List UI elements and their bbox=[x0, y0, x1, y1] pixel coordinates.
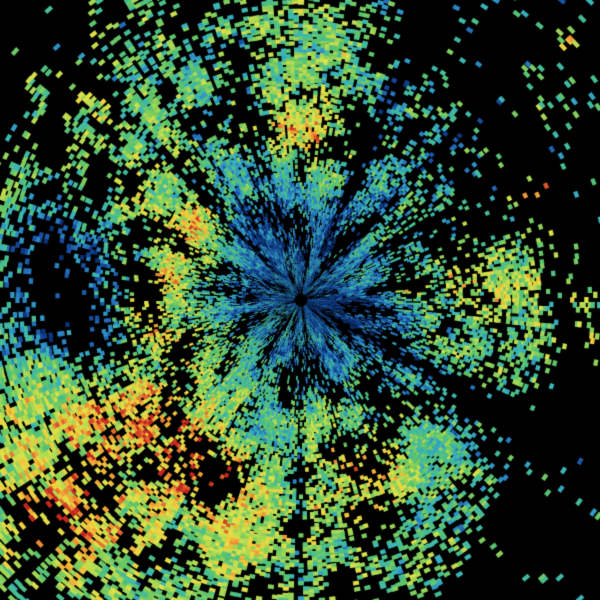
radar-ppi-view bbox=[0, 0, 600, 600]
radar-ppi-canvas bbox=[0, 0, 600, 600]
